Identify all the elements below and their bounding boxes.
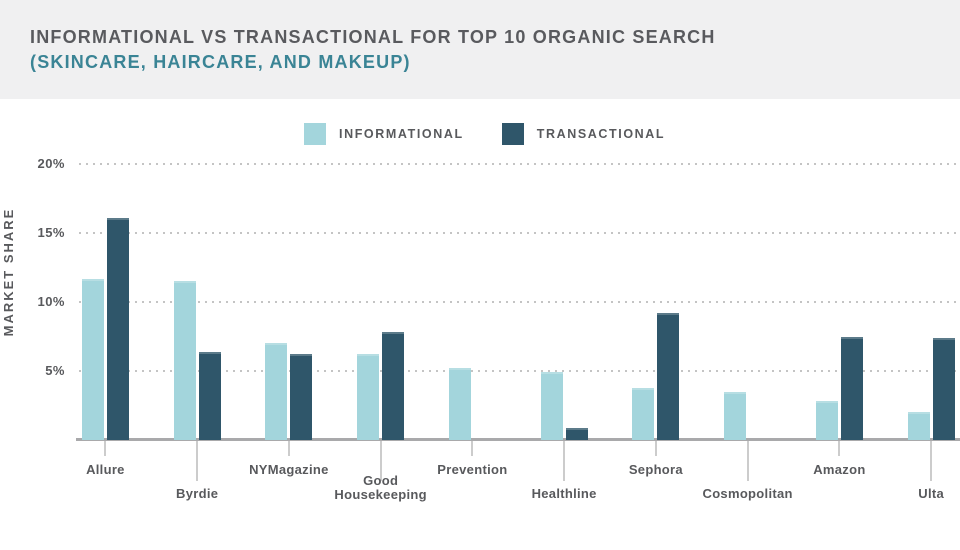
bar-transactional-good-housekeeping: [382, 332, 405, 440]
bar-informational-sephora: [632, 387, 655, 440]
chart-subtitle: (SKINCARE, HAIRCARE, AND MAKEUP): [30, 52, 411, 72]
category-label-byrdie: Byrdie: [176, 486, 219, 501]
gridline-20pct: [79, 163, 960, 165]
bar-informational-ulta: [907, 412, 930, 440]
bar-transactional-sephora: [657, 313, 680, 440]
category-label-cosmopolitan: Cosmopolitan: [702, 486, 793, 501]
category-label-healthline: Healthline: [531, 486, 597, 501]
chart-title: INFORMATIONAL VS TRANSACTIONAL FOR TOP 1…: [30, 27, 716, 47]
y-tick-label-15pct: 15%: [37, 225, 65, 240]
category-tick-amazon: [838, 441, 841, 456]
legend-item-informational: INFORMATIONAL: [304, 123, 464, 145]
informational-swatch-icon: [304, 123, 326, 145]
category-tick-cosmopolitan: [746, 441, 749, 481]
category-tick-byrdie: [196, 441, 199, 481]
bar-transactional-allure: [106, 217, 129, 440]
bar-transactional-nymagazine: [290, 354, 313, 440]
gridline-5pct: [79, 370, 960, 372]
category-tick-nymagazine: [287, 441, 290, 456]
y-tick-label-20pct: 20%: [37, 156, 65, 171]
legend-item-transactional: TRANSACTIONAL: [501, 123, 666, 145]
category-tick-sephora: [654, 441, 657, 456]
legend-label-informational: INFORMATIONAL: [339, 127, 464, 141]
bar-informational-prevention: [448, 368, 471, 440]
x-axis-line: [76, 438, 960, 441]
bar-informational-good-housekeeping: [357, 354, 380, 440]
category-label-good-housekeeping: Good Housekeeping: [334, 473, 427, 502]
gridline-15pct: [79, 232, 960, 234]
bar-transactional-ulta: [932, 337, 955, 440]
legend: INFORMATIONAL TRANSACTIONAL: [304, 123, 665, 145]
category-label-sephora: Sephora: [628, 462, 683, 477]
bar-informational-amazon: [815, 401, 838, 440]
y-tick-label-10pct: 10%: [37, 294, 65, 309]
category-tick-ulta: [930, 441, 933, 481]
legend-label-transactional: TRANSACTIONAL: [536, 127, 666, 141]
bar-informational-allure: [81, 278, 104, 440]
bar-transactional-amazon: [840, 336, 863, 440]
category-tick-prevention: [471, 441, 474, 456]
bar-transactional-byrdie: [198, 351, 221, 440]
category-label-nymagazine: NYMagazine: [249, 462, 329, 477]
category-tick-good-housekeeping: [379, 441, 382, 481]
bar-informational-byrdie: [173, 281, 196, 440]
category-label-prevention: Prevention: [437, 462, 508, 477]
header-band: INFORMATIONAL VS TRANSACTIONAL FOR TOP 1…: [0, 0, 960, 99]
category-tick-healthline: [563, 441, 566, 481]
category-label-allure: Allure: [86, 462, 125, 477]
category-tick-allure: [104, 441, 107, 456]
bar-transactional-healthline: [565, 427, 588, 440]
gridline-10pct: [79, 301, 960, 303]
y-tick-label-5pct: 5%: [45, 363, 65, 378]
bar-informational-nymagazine: [265, 343, 288, 440]
bar-informational-cosmopolitan: [724, 391, 747, 440]
category-label-ulta: Ulta: [918, 486, 945, 501]
bar-informational-healthline: [540, 372, 563, 440]
transactional-swatch-icon: [501, 123, 524, 145]
category-label-amazon: Amazon: [813, 462, 866, 477]
